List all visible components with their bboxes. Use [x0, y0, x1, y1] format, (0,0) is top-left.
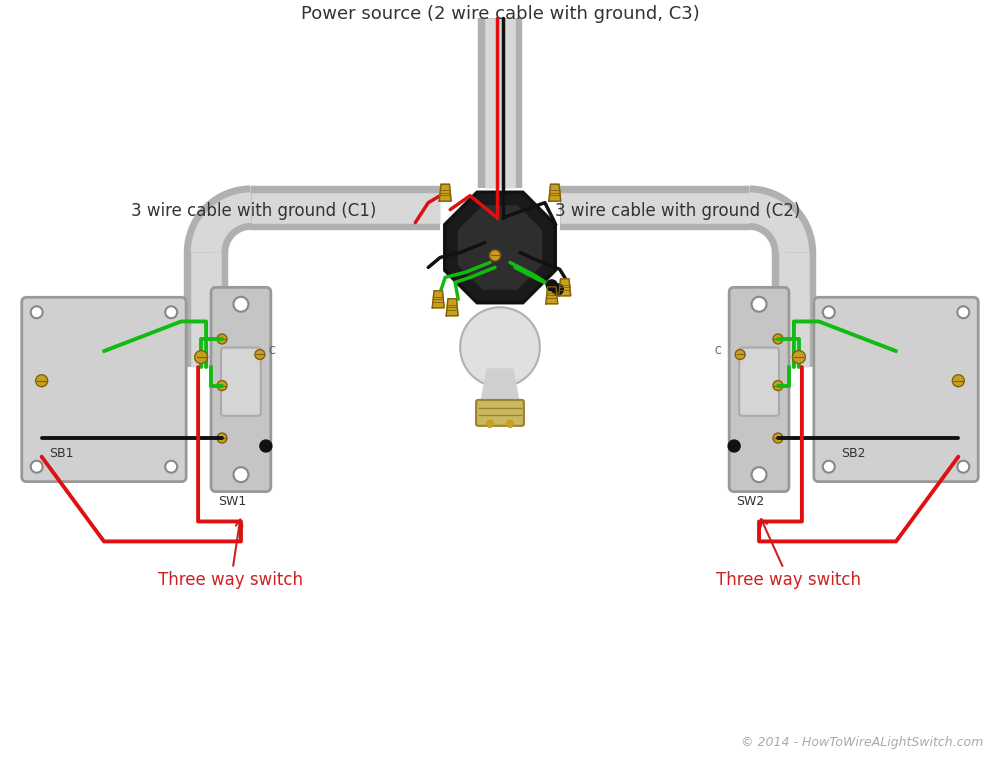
- Circle shape: [952, 375, 964, 387]
- Circle shape: [217, 380, 227, 391]
- Circle shape: [36, 375, 48, 387]
- Circle shape: [233, 297, 248, 312]
- Circle shape: [506, 421, 513, 427]
- Polygon shape: [432, 291, 444, 308]
- Text: SB1: SB1: [49, 447, 73, 459]
- Circle shape: [233, 467, 248, 482]
- FancyBboxPatch shape: [211, 287, 271, 491]
- FancyBboxPatch shape: [22, 297, 186, 482]
- Circle shape: [957, 461, 969, 472]
- Polygon shape: [559, 279, 571, 296]
- FancyBboxPatch shape: [814, 297, 978, 482]
- FancyBboxPatch shape: [221, 347, 261, 416]
- Circle shape: [552, 284, 563, 295]
- Circle shape: [165, 306, 177, 319]
- Polygon shape: [439, 184, 451, 201]
- Circle shape: [31, 306, 43, 319]
- Text: SB2: SB2: [841, 447, 865, 459]
- Text: Power source (2 wire cable with ground, C3): Power source (2 wire cable with ground, …: [301, 5, 699, 24]
- Polygon shape: [546, 287, 558, 304]
- Text: 3 wire cable with ground (C2): 3 wire cable with ground (C2): [555, 202, 800, 219]
- FancyBboxPatch shape: [729, 287, 789, 491]
- Text: SW1: SW1: [218, 495, 246, 507]
- Polygon shape: [549, 184, 561, 201]
- Text: C: C: [269, 347, 276, 357]
- Polygon shape: [446, 299, 458, 315]
- Circle shape: [260, 440, 272, 452]
- Circle shape: [773, 380, 783, 391]
- Polygon shape: [459, 206, 541, 289]
- Circle shape: [490, 250, 500, 261]
- Circle shape: [165, 461, 177, 472]
- Text: Three way switch: Three way switch: [158, 520, 303, 589]
- Circle shape: [823, 461, 835, 472]
- Circle shape: [217, 433, 227, 443]
- Circle shape: [792, 351, 805, 363]
- Circle shape: [255, 350, 265, 360]
- Circle shape: [957, 306, 969, 319]
- Polygon shape: [481, 369, 519, 402]
- Circle shape: [31, 461, 43, 472]
- Circle shape: [773, 334, 783, 344]
- Polygon shape: [445, 192, 555, 303]
- Text: 3 wire cable with ground (C1): 3 wire cable with ground (C1): [131, 202, 377, 219]
- Circle shape: [487, 421, 494, 427]
- Text: © 2014 - HowToWireALightSwitch.com: © 2014 - HowToWireALightSwitch.com: [741, 735, 983, 748]
- Circle shape: [752, 467, 767, 482]
- Text: C: C: [714, 347, 721, 357]
- Circle shape: [460, 307, 540, 387]
- Circle shape: [546, 280, 557, 291]
- Circle shape: [728, 440, 740, 452]
- Circle shape: [752, 297, 767, 312]
- Circle shape: [735, 350, 745, 360]
- Circle shape: [195, 351, 208, 363]
- Text: SW2: SW2: [736, 495, 764, 507]
- FancyBboxPatch shape: [476, 400, 524, 426]
- Circle shape: [823, 306, 835, 319]
- Circle shape: [773, 433, 783, 443]
- Text: Three way switch: Three way switch: [716, 519, 861, 589]
- FancyBboxPatch shape: [739, 347, 779, 416]
- Circle shape: [217, 334, 227, 344]
